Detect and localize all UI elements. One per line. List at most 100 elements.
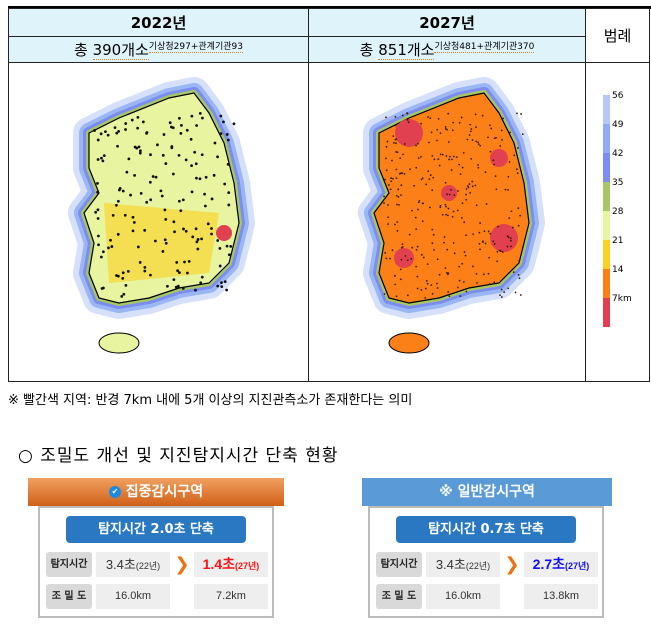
station-marker xyxy=(218,247,222,250)
station-marker xyxy=(196,238,200,241)
station-marker xyxy=(132,221,136,224)
station-marker xyxy=(465,290,468,293)
station-marker xyxy=(475,126,477,129)
station-marker xyxy=(133,173,136,177)
station-marker xyxy=(94,210,98,214)
station-marker xyxy=(143,265,147,269)
station-marker xyxy=(493,281,496,284)
year-2022-header: 2022년 xyxy=(8,8,309,37)
headline-bubble: 탐지시간 2.0초 단축 xyxy=(66,516,246,543)
total-2022: 총 390개소기상청297+관계기관93 xyxy=(8,36,309,63)
station-marker xyxy=(181,198,185,202)
station-marker xyxy=(492,159,495,162)
station-marker xyxy=(227,253,231,257)
station-marker xyxy=(102,154,106,158)
station-marker xyxy=(500,250,502,253)
station-marker xyxy=(496,260,499,263)
station-marker xyxy=(462,281,465,283)
station-marker xyxy=(181,286,185,290)
station-marker xyxy=(99,255,103,259)
station-marker xyxy=(461,262,464,265)
legend-label: 42 xyxy=(612,149,624,159)
station-marker xyxy=(487,272,490,275)
year: (22년) xyxy=(135,560,161,571)
station-marker xyxy=(426,263,429,266)
station-marker xyxy=(481,240,484,243)
station-marker xyxy=(225,288,229,292)
station-marker xyxy=(465,188,468,190)
station-marker xyxy=(190,164,193,167)
station-marker xyxy=(177,199,181,203)
chevron-right-icon: ❯ xyxy=(504,553,520,575)
station-marker xyxy=(416,287,419,290)
station-marker xyxy=(518,277,521,280)
station-marker xyxy=(430,284,433,287)
station-marker xyxy=(156,143,159,147)
detection-time-row: 탐지시간 3.4초(22년) ❯ 2.7초(27년) xyxy=(376,551,598,577)
card-body: 탐지시간 0.7초 단축 탐지시간 3.4초(22년) ❯ 2.7초(27년) … xyxy=(368,506,604,618)
station-marker xyxy=(509,237,512,240)
station-marker xyxy=(476,282,478,284)
legend-label: 28 xyxy=(612,207,624,217)
station-marker xyxy=(488,256,490,259)
station-marker xyxy=(455,156,458,159)
station-marker xyxy=(500,296,503,298)
station-marker xyxy=(200,275,204,279)
station-marker xyxy=(397,188,400,191)
station-marker xyxy=(109,238,112,242)
station-marker xyxy=(437,118,440,120)
total-count: 851개소 xyxy=(378,41,435,60)
station-marker xyxy=(96,138,100,142)
station-marker xyxy=(93,129,96,132)
map-note: ※ 빨간색 지역: 반경 7km 내에 5개 이상의 지진관측소가 존재한다는 … xyxy=(8,393,413,408)
station-marker xyxy=(135,146,139,150)
station-marker xyxy=(126,269,130,273)
station-marker xyxy=(426,282,429,285)
station-marker xyxy=(429,174,432,176)
station-marker xyxy=(477,166,480,169)
station-marker xyxy=(225,133,229,136)
station-marker xyxy=(200,153,204,157)
station-marker xyxy=(417,201,420,204)
station-marker xyxy=(395,295,398,298)
before-value: 3.4초(22년) xyxy=(96,551,170,577)
station-marker xyxy=(143,228,147,232)
station-marker xyxy=(179,209,183,213)
station-marker xyxy=(468,183,471,185)
station-marker xyxy=(415,228,418,231)
station-marker xyxy=(149,273,152,277)
station-marker xyxy=(178,116,181,120)
station-marker xyxy=(96,217,100,220)
station-marker xyxy=(161,250,165,253)
station-marker xyxy=(137,145,141,149)
before-density: 16.0km xyxy=(426,583,500,609)
density-row: 조 밀 도 16.0km 13.8km xyxy=(376,583,598,609)
after-density: 13.8km xyxy=(524,583,598,609)
station-marker xyxy=(462,151,465,154)
station-marker xyxy=(421,220,424,223)
value: 3.4초 xyxy=(105,556,136,572)
station-marker xyxy=(441,213,444,216)
station-marker xyxy=(101,250,105,254)
station-marker xyxy=(164,162,168,165)
station-marker xyxy=(198,111,202,115)
station-marker xyxy=(479,144,482,147)
station-marker xyxy=(116,199,120,203)
station-marker xyxy=(448,158,450,161)
station-marker xyxy=(195,176,198,180)
total-2027: 총 851개소기상청481+관계기관370 xyxy=(308,36,586,63)
station-marker xyxy=(184,229,188,233)
row-label: 조 밀 도 xyxy=(376,583,422,609)
station-marker xyxy=(471,139,474,141)
station-marker xyxy=(203,204,207,208)
station-marker xyxy=(124,122,128,125)
station-marker xyxy=(432,176,435,179)
station-marker xyxy=(497,225,499,228)
station-marker xyxy=(191,235,195,239)
station-marker xyxy=(492,240,495,243)
station-marker xyxy=(385,257,388,260)
station-marker xyxy=(116,232,120,236)
station-marker xyxy=(227,191,231,195)
station-marker xyxy=(466,185,469,188)
station-marker xyxy=(465,198,468,201)
